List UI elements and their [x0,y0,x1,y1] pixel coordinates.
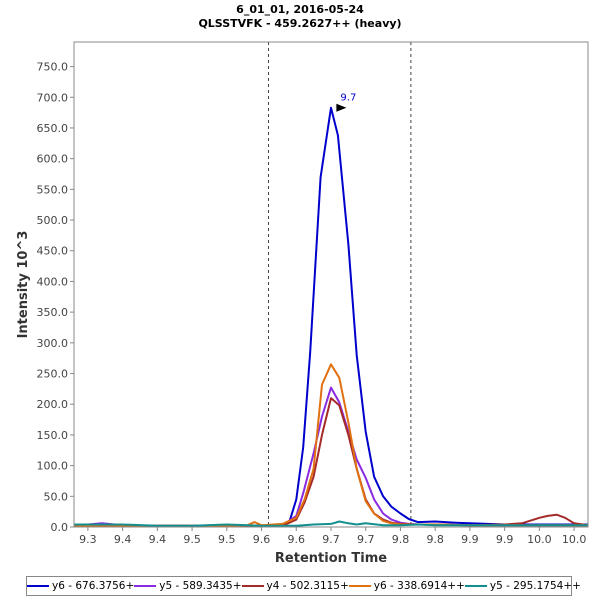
x-tick-label: 9.7 [322,533,340,546]
y-tick-label: 200.0 [37,398,69,411]
y-tick-label: 450.0 [37,245,69,258]
y-tick-label: 100.0 [37,460,69,473]
x-tick-label: 9.8 [392,533,410,546]
x-tick-label: 9.8 [426,533,444,546]
legend-label: y6 - 338.6914++ [373,580,465,592]
legend-label: y5 - 589.3435+ [159,580,242,592]
y-tick-label: 400.0 [37,275,69,288]
x-tick-label: 10.0 [562,533,587,546]
legend-item: y6 - 676.3756+ [27,580,134,592]
y-tick-label: 150.0 [37,429,69,442]
x-tick-label: 9.6 [288,533,306,546]
x-tick-label: 9.7 [357,533,375,546]
plot-area [73,41,589,528]
y-tick-label: 750.0 [37,61,69,74]
legend-item: y4 - 502.3115+ [241,580,349,592]
y-tick-label: 350.0 [37,306,69,319]
y-tick-label: 500.0 [37,214,69,227]
chart-title: 6_01_01, 2016-05-24 [236,3,364,16]
series-line [74,397,589,527]
x-tick-label: 9.5 [218,533,236,546]
x-tick-label: 10.0 [527,533,552,546]
x-axis-title: Retention Time [275,551,387,566]
legend-swatch [134,585,157,587]
legend-item: y5 - 295.1754++ [464,580,581,592]
legend-swatch [348,585,371,587]
chart-subtitle: QLSSTVFK - 459.2627++ (heavy) [198,17,402,30]
peak-arrow-icon [336,103,347,112]
y-tick-label: 650.0 [37,122,69,135]
ticks-layer: 0.0 50.0 100.0 150.0 200.0 250.0 300.0 350.0 400… [37,61,587,546]
x-tick-label: 9.9 [461,533,479,546]
series-line [74,520,588,527]
legend-swatch [27,585,49,587]
y-tick-label: 250.0 [37,368,69,381]
y-tick-label: 0.0 [51,521,69,534]
legend-label: y6 - 676.3756+ [52,580,135,592]
y-tick-label: 550.0 [37,183,69,196]
legend-swatch [241,585,264,587]
y-tick-label: 300.0 [37,337,69,350]
series-line [73,386,588,527]
legend-label: y4 - 502.3115+ [266,580,349,592]
x-tick-label: 9.4 [114,533,132,546]
grid-layer [267,42,412,527]
x-tick-label: 9.4 [149,533,167,546]
x-tick-label: 9.6 [253,533,271,546]
legend: y6 - 676.3756+ y5 - 589.3435+ y4 - 502.311… [26,576,581,596]
legend-item: y5 - 589.3435+ [134,580,242,592]
x-tick-label: 9.3 [79,533,97,546]
y-tick-label: 50.0 [44,490,69,503]
legend-item: y6 - 338.6914++ [348,580,465,592]
y-tick-label: 600.0 [37,153,69,166]
series-line [74,106,588,527]
legend-swatch [464,585,487,587]
series-layer [73,106,589,527]
x-tick-label: 9.9 [496,533,514,546]
peak-label: 9.7 [340,93,356,104]
x-tick-label: 9.5 [183,533,201,546]
y-axis-title: Intensity 10^3 [16,231,31,339]
y-tick-label: 700.0 [37,91,69,104]
annotation-layer: 9.7 [336,93,356,112]
legend-label: y5 - 295.1754++ [489,580,581,592]
